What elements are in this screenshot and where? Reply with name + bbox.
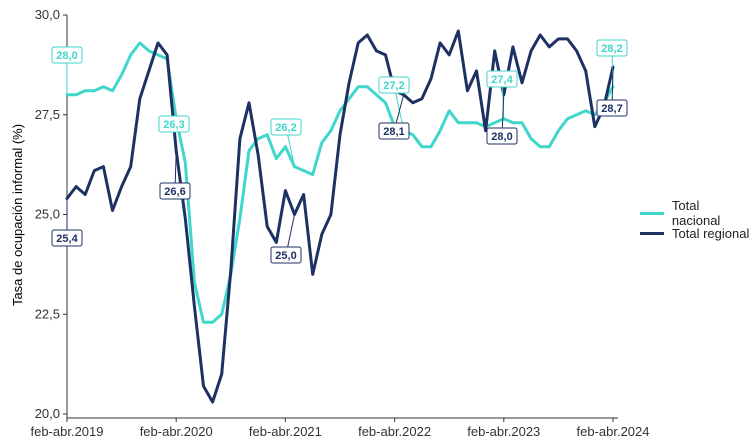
data-label-nacional: 27,2: [378, 76, 410, 131]
data-label-nacional: 28,2: [596, 39, 628, 87]
data-label-box: [159, 182, 191, 200]
series-line-total-regional: [65, 29, 615, 404]
data-label-regional: 25,0: [270, 214, 302, 264]
data-label-text: 28,2: [601, 43, 622, 55]
data-label-text: 26,2: [275, 122, 296, 134]
data-label-box: [596, 39, 628, 57]
legend-label-total-nacional: Total nacional: [671, 198, 721, 228]
y-axis-title: Tasa de ocupación informal (%): [10, 124, 25, 306]
x-tick-label: feb-abr.2024: [576, 424, 649, 439]
data-label-regional: 28,0: [486, 94, 518, 145]
data-label-text: 28,0: [56, 50, 77, 62]
data-label-box: [486, 127, 518, 145]
data-label-text: 25,0: [275, 250, 296, 262]
data-label-text: 27,2: [383, 80, 404, 92]
series-lines: [65, 29, 615, 404]
data-label-box: [486, 70, 518, 88]
data-label-box: [51, 46, 83, 64]
data-label-text: 26,3: [163, 119, 184, 131]
data-label-nacional: 26,3: [158, 115, 190, 133]
data-label-nacional: 26,2: [270, 118, 302, 167]
legend-item-total-regional: Total regional: [640, 223, 751, 243]
data-label-text: 28,0: [491, 131, 512, 143]
y-tick-label: 25,0: [35, 207, 60, 222]
data-label-regional: 28,7: [596, 66, 628, 117]
legend-label-total-regional: Total regional: [672, 225, 750, 241]
data-label-box: [596, 99, 628, 117]
series-line-total-nacional: [65, 41, 615, 324]
y-tick-label: 30,0: [35, 7, 60, 22]
legend-swatch-total-regional: [640, 231, 664, 235]
data-label-text: 27,4: [491, 74, 513, 86]
y-tick-label: 20,0: [35, 406, 60, 421]
data-label-text: 26,6: [164, 186, 185, 198]
data-label-text: 28,7: [601, 103, 622, 115]
data-label-text: 28,1: [383, 126, 404, 138]
data-label-box: [378, 76, 410, 94]
data-label-box: [378, 122, 410, 140]
y-tick-label: 22,5: [35, 306, 60, 321]
data-label-nacional: 28,0: [51, 46, 83, 95]
legend-swatch-total-nacional: [640, 211, 664, 215]
data-label-text: 25,4: [56, 233, 78, 245]
data-label-box: [270, 246, 302, 264]
data-label-box: [270, 118, 302, 136]
data-label-regional: 28,1: [378, 94, 410, 140]
data-label-box: [51, 229, 83, 247]
y-tick-label: 27,5: [35, 107, 60, 122]
data-label-box: [158, 115, 190, 133]
data-label-annotations: 28,0 26,3 26,2 27,2 27,4 28,2 25,4 26,6 25,0 28,1…: [51, 39, 628, 264]
legend-item-total-nacional: Total nacional: [640, 198, 751, 228]
x-tick-label: feb-abr.2022: [358, 424, 431, 439]
data-label-regional: 25,4: [51, 198, 83, 247]
x-tick-label: feb-abr.2019: [30, 424, 103, 439]
data-label-nacional: 27,4: [486, 70, 518, 119]
axes: 20,0 22,5 25,0 27,5 30,0 feb-abr.2019 feb-abr.…: [30, 7, 649, 439]
legend: Total nacional Total regional: [640, 198, 751, 243]
x-tick-label: feb-abr.2020: [140, 424, 213, 439]
data-label-regional: 26,6: [159, 150, 191, 200]
x-tick-label: feb-abr.2023: [467, 424, 540, 439]
x-tick-label: feb-abr.2021: [249, 424, 322, 439]
